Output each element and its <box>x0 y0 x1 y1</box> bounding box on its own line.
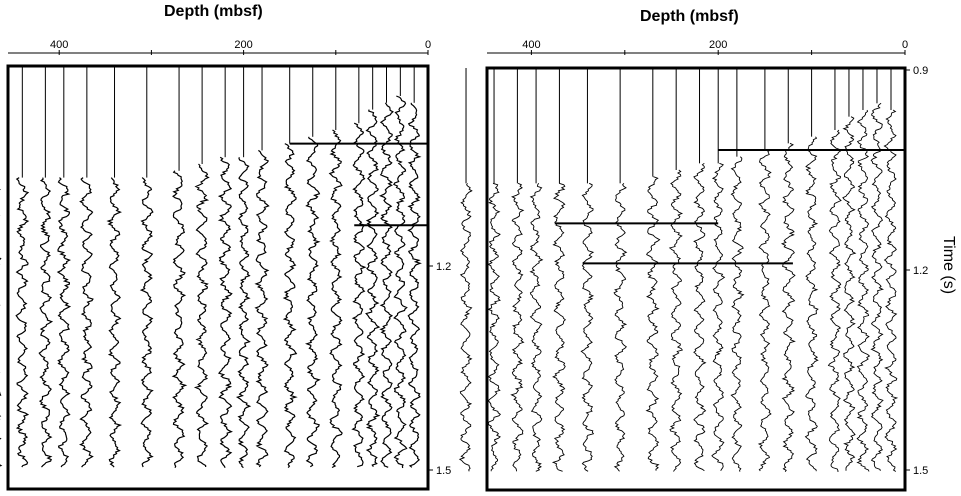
x-tick-label: 200 <box>234 39 252 51</box>
seismic-trace <box>870 102 884 471</box>
seismic-trace <box>780 142 796 473</box>
seismic-trace <box>842 116 857 471</box>
seismic-trace <box>645 176 661 471</box>
seismic-trace <box>458 183 473 472</box>
seismic-trace <box>106 177 123 468</box>
seismic-trace <box>254 149 270 468</box>
seismic-trace <box>139 177 154 468</box>
seismic-trace <box>551 182 566 472</box>
seismic-trace <box>79 177 94 468</box>
seismic-trace <box>804 136 819 472</box>
seismic-trace <box>305 136 321 468</box>
right-chart-title: Depth (mbsf) <box>640 8 739 25</box>
seismic-trace <box>487 182 501 472</box>
y-tick-label: 1.2 <box>436 261 451 273</box>
seismic-trace <box>56 177 72 468</box>
y-tick-label: 1.5 <box>913 465 928 477</box>
seismic-trace <box>693 162 707 472</box>
x-tick-label: 0 <box>902 39 908 51</box>
left-chart-title: Depth (mbsf) <box>164 3 263 20</box>
x-tick-label: 0 <box>425 39 431 51</box>
left-chart: 400 200 0 1.2 1.5 <box>0 39 451 491</box>
seismic-trace <box>15 177 30 468</box>
seismic-trace <box>235 157 252 469</box>
x-tick-label: 400 <box>522 39 540 51</box>
seismic-trace <box>510 182 525 472</box>
y-tick-label: 1.2 <box>913 265 928 277</box>
seismic-trace <box>730 156 745 472</box>
y-tick-label: 0.9 <box>913 65 928 77</box>
right-chart: 400 200 0 0.9 1.2 1.5 <box>458 39 928 492</box>
seismic-trace <box>711 162 726 472</box>
seismic-trace <box>883 109 899 472</box>
seismic-trace <box>171 170 188 469</box>
seismic-trace <box>193 163 210 468</box>
seismic-trace <box>351 122 367 468</box>
plot-frame <box>6 64 430 491</box>
seismic-trace <box>365 109 381 467</box>
seismic-trace <box>217 156 233 468</box>
seismic-trace <box>282 143 298 468</box>
right-y-axis-label: Time (s) <box>940 236 957 294</box>
seismic-trace <box>328 129 343 469</box>
seismic-trace <box>757 149 772 472</box>
seismic-trace <box>0 189 3 467</box>
plot-frame <box>485 66 907 492</box>
seismic-trace <box>580 182 595 472</box>
seismic-trace <box>378 102 394 468</box>
seismic-trace <box>668 169 684 472</box>
y-tick-label: 1.5 <box>436 465 451 477</box>
seismic-trace <box>856 109 871 472</box>
seismic-trace <box>827 129 842 473</box>
seismic-trace <box>407 102 422 468</box>
x-tick-label: 400 <box>50 39 68 51</box>
seismic-trace <box>38 177 54 468</box>
seismic-trace <box>529 183 544 472</box>
x-tick-label: 200 <box>709 39 727 51</box>
seismic-trace <box>393 95 408 469</box>
seismic-trace <box>613 183 628 472</box>
